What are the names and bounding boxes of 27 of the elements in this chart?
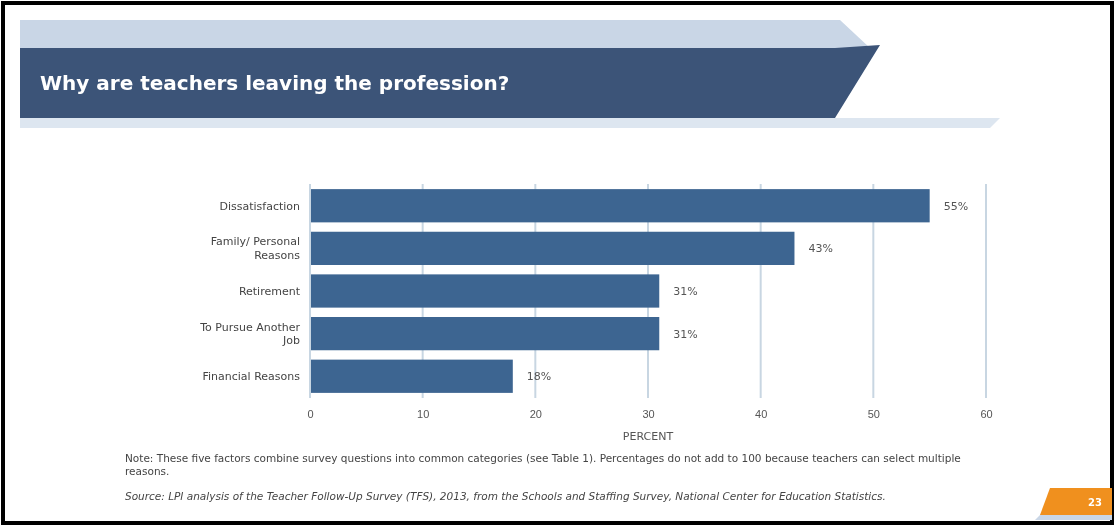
bar (310, 231, 795, 265)
x-tick-label: 30 (642, 407, 655, 420)
data-label: 55% (943, 199, 969, 213)
x-tick-label: 60 (980, 407, 993, 420)
bar (310, 359, 513, 393)
y-tick-label: To Pursue Another Job (199, 320, 301, 348)
data-label: 43% (808, 242, 833, 256)
bar (310, 274, 660, 308)
x-tick-label: 40 (755, 407, 768, 420)
x-tick-label: 20 (529, 407, 542, 420)
x-tick-label: 10 (417, 407, 430, 420)
chart-title: Why are teachers leaving the profession? (40, 71, 510, 95)
y-tick-label: Dissatisfaction (219, 199, 301, 213)
y-tick-label: Retirement (238, 285, 301, 298)
bar (310, 317, 660, 351)
x-axis-title: PERCENT (622, 430, 674, 443)
data-label: 18% (526, 370, 552, 384)
x-tick-label: 50 (867, 407, 880, 420)
bar (310, 189, 930, 223)
data-label: 31% (673, 327, 698, 341)
y-tick-label: Family/ Personal Reasons (210, 235, 301, 263)
source-note: Source: LPI analysis of the Teacher Follow-Up Survey (TFS), 2013, from the Schools and Staffing Survey, National Center for Education Statistics. (125, 490, 886, 502)
text: 23 (1088, 497, 1102, 508)
data-label: 31% (673, 285, 698, 298)
text: Note: These five factors combine survey questions into common categories (see Table 1). Percentages do not add to 100 because teachers can select multiple reasons. (125, 452, 961, 478)
y-tick-label: Financial Reasons (202, 370, 301, 384)
x-tick-label: 0 (307, 407, 314, 420)
